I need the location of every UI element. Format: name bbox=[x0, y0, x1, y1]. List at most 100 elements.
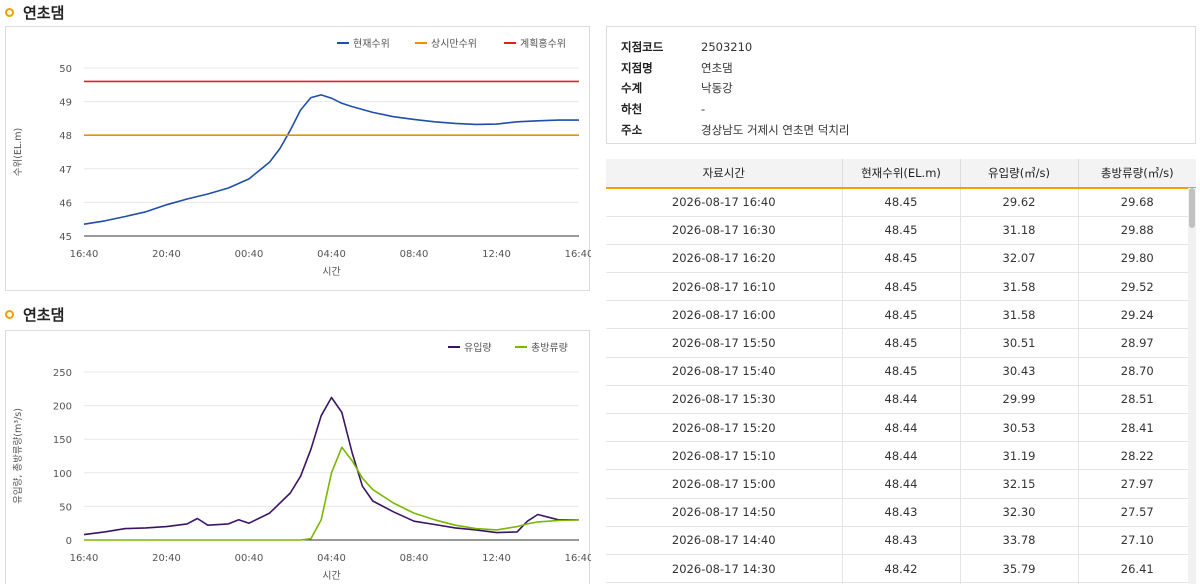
x-tick-label: 00:40 bbox=[235, 553, 264, 564]
y-tick-label: 49 bbox=[59, 98, 72, 109]
legend-label: 현재수위 bbox=[353, 37, 390, 50]
table-cell: 35.79 bbox=[960, 554, 1079, 584]
info-value: 낙동강 bbox=[701, 81, 733, 96]
section-title-text: 연초댐 bbox=[23, 306, 65, 324]
table-row: 2026-08-17 16:30 48.45 31.18 29.88 bbox=[606, 216, 1196, 245]
series-line-1 bbox=[84, 446, 580, 541]
table-cell: 29.52 bbox=[1078, 272, 1196, 302]
table-cell: 31.58 bbox=[960, 300, 1079, 330]
table-cell: 48.44 bbox=[842, 469, 961, 499]
table-cell: 30.51 bbox=[960, 328, 1079, 358]
table-cell: 27.97 bbox=[1078, 469, 1196, 499]
table-cell: 48.44 bbox=[842, 385, 961, 415]
data-table: 자료시간 현재수위(EL.m) 유입량(㎥/s) 총방류량(㎥/s) 2026-… bbox=[606, 159, 1196, 584]
table-header-row: 자료시간 현재수위(EL.m) 유입량(㎥/s) 총방류량(㎥/s) bbox=[606, 159, 1196, 189]
y-tick-label: 46 bbox=[59, 198, 72, 209]
table-row: 2026-08-17 16:40 48.45 29.62 29.68 bbox=[606, 188, 1196, 217]
y-tick-label: 50 bbox=[59, 64, 72, 75]
table-cell: 48.45 bbox=[842, 328, 961, 358]
legend-label: 계획홍수위 bbox=[520, 37, 566, 50]
data-table-panel[interactable]: 자료시간 현재수위(EL.m) 유입량(㎥/s) 총방류량(㎥/s) 2026-… bbox=[606, 159, 1196, 584]
table-cell: 27.57 bbox=[1078, 498, 1196, 527]
table-cell: 48.44 bbox=[842, 441, 961, 471]
bullet-icon bbox=[5, 310, 14, 319]
table-cell: 30.53 bbox=[960, 413, 1079, 443]
table-cell: 28.70 bbox=[1078, 357, 1196, 386]
x-tick-label: 20:40 bbox=[152, 249, 181, 260]
table-cell: 48.42 bbox=[842, 554, 961, 584]
x-tick-label: 12:40 bbox=[482, 553, 511, 564]
table-row: 2026-08-17 15:20 48.44 30.53 28.41 bbox=[606, 413, 1196, 443]
table-cell: 28.41 bbox=[1078, 413, 1196, 443]
table-cell: 26.41 bbox=[1078, 554, 1196, 584]
table-row: 2026-08-17 16:10 48.45 31.58 29.52 bbox=[606, 272, 1196, 302]
table-cell: 48.43 bbox=[842, 498, 961, 527]
x-axis-label: 시간 bbox=[322, 570, 340, 582]
water-level-chart: 45 46 47 48 49 50 16:40 20:40 00:40 04:40 08:40 12:… bbox=[5, 26, 591, 291]
column-header-inflow[interactable]: 유입량(㎥/s) bbox=[960, 159, 1079, 189]
table-cell: 28.51 bbox=[1078, 385, 1196, 415]
legend-label: 상시만수위 bbox=[431, 37, 477, 50]
info-row-station-code: 지점코드 2503210 bbox=[621, 37, 1181, 58]
series-line-0 bbox=[83, 396, 579, 536]
table-cell: 48.44 bbox=[842, 413, 961, 443]
info-row-river: 하천 - bbox=[621, 99, 1181, 120]
table-cell: 29.88 bbox=[1078, 216, 1196, 245]
water-level-chart-svg: 45 46 47 48 49 50 16:40 20:40 00:40 04:40 08:40 12:… bbox=[12, 37, 591, 278]
y-tick-label: 0 bbox=[66, 536, 72, 547]
table-row: 2026-08-17 15:50 48.45 30.51 28.97 bbox=[606, 328, 1196, 358]
table-cell: 31.19 bbox=[960, 441, 1079, 471]
table-cell: 33.78 bbox=[960, 526, 1079, 555]
table-row: 2026-08-17 15:00 48.44 32.15 27.97 bbox=[606, 469, 1196, 499]
table-scrollbar[interactable] bbox=[1188, 188, 1196, 584]
info-key: 수계 bbox=[621, 81, 643, 96]
table-cell: 2026-08-17 15:30 bbox=[606, 385, 843, 415]
table-cell: 27.10 bbox=[1078, 526, 1196, 555]
table-cell: 48.45 bbox=[842, 244, 961, 274]
y-tick-label: 200 bbox=[53, 402, 72, 413]
y-axis-label: 유입량, 총방류량(m³/s) bbox=[12, 408, 24, 504]
column-header-level[interactable]: 현재수위(EL.m) bbox=[842, 159, 961, 189]
y-tick-label: 50 bbox=[59, 502, 72, 513]
x-tick-label: 04:40 bbox=[317, 249, 346, 260]
scrollbar-thumb[interactable] bbox=[1189, 188, 1195, 228]
table-cell: 2026-08-17 15:20 bbox=[606, 413, 843, 443]
x-tick-label: 16:40 bbox=[70, 249, 99, 260]
column-header-time[interactable]: 자료시간 bbox=[606, 159, 843, 189]
info-key: 하천 bbox=[621, 102, 643, 117]
flow-chart: 0 50 100 150 200 250 16:40 20:40 00:40 04:40 08:40… bbox=[5, 330, 591, 584]
table-cell: 48.45 bbox=[842, 300, 961, 330]
table-row: 2026-08-17 15:40 48.45 30.43 28.70 bbox=[606, 357, 1196, 386]
table-cell: 28.22 bbox=[1078, 441, 1196, 471]
table-cell: 2026-08-17 15:40 bbox=[606, 357, 843, 386]
table-cell: 29.68 bbox=[1078, 188, 1196, 217]
station-info-panel: 지점코드 2503210 지점명 연초댐 수계 낙동강 하천 - 주소 경상남도… bbox=[606, 26, 1196, 144]
section-title-water-level: 연초댐 bbox=[5, 2, 64, 23]
x-tick-label: 20:40 bbox=[152, 553, 181, 564]
series-line-0 bbox=[83, 94, 579, 225]
table-cell: 29.24 bbox=[1078, 300, 1196, 330]
table-cell: 25.60 bbox=[1078, 582, 1196, 584]
table-cell: 29.62 bbox=[960, 188, 1079, 217]
x-tick-label: 00:40 bbox=[235, 249, 264, 260]
table-row: 2026-08-17 15:30 48.44 29.99 28.51 bbox=[606, 385, 1196, 415]
table-cell: 29.80 bbox=[1078, 244, 1196, 274]
table-cell: 31.18 bbox=[960, 216, 1079, 245]
table-cell: 2026-08-17 16:40 bbox=[606, 188, 843, 217]
table-cell: 48.45 bbox=[842, 357, 961, 386]
table-cell: 2026-08-17 16:30 bbox=[606, 216, 843, 245]
legend-label: 유입량 bbox=[464, 341, 492, 354]
y-tick-label: 47 bbox=[59, 165, 72, 176]
table-cell: 32.15 bbox=[960, 469, 1079, 499]
y-tick-label: 100 bbox=[53, 469, 72, 480]
table-cell: 32.07 bbox=[960, 244, 1079, 274]
info-key: 지점코드 bbox=[621, 40, 664, 55]
info-row-station-name: 지점명 연초댐 bbox=[621, 58, 1181, 79]
table-row: 2026-08-17 14:50 48.43 32.30 27.57 bbox=[606, 498, 1196, 527]
table-cell: 48.45 bbox=[842, 216, 961, 245]
section-title-flow: 연초댐 bbox=[5, 304, 64, 325]
table-cell: 2026-08-17 14:50 bbox=[606, 498, 843, 527]
table-cell: 2026-08-17 16:10 bbox=[606, 272, 843, 302]
column-header-outflow[interactable]: 총방류량(㎥/s) bbox=[1078, 159, 1196, 189]
x-tick-label: 04:40 bbox=[317, 553, 346, 564]
